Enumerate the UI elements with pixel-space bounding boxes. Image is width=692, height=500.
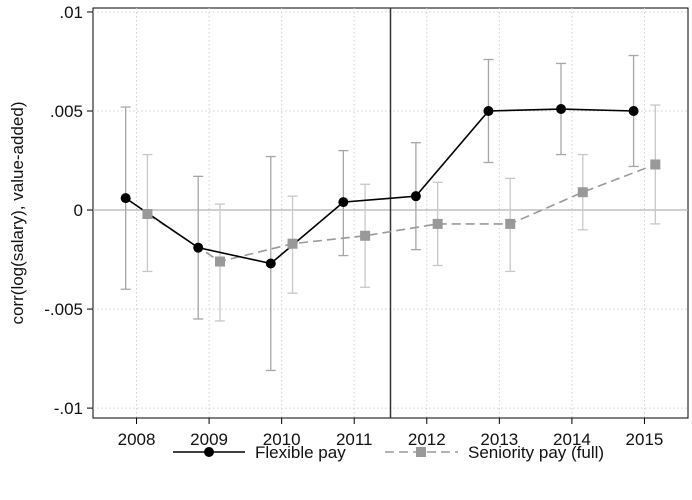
data-point: [338, 197, 349, 208]
data-point: [483, 105, 494, 116]
markers-series-1: [142, 159, 661, 267]
data-point: [556, 104, 567, 115]
data-point: [410, 191, 421, 202]
x-tick-label: 2015: [626, 430, 664, 449]
legend: Flexible pay Seniority pay (full): [173, 443, 604, 462]
x-axis-ticks: 2008 2009 2010 2011 2012 2013 2014 2015: [118, 418, 664, 449]
x-tick-label: 2011: [336, 430, 373, 449]
x-tick-label: 2010: [263, 430, 301, 449]
markers-series-0: [120, 104, 639, 269]
legend-label-seniority: Seniority pay (full): [468, 443, 604, 462]
data-point: [120, 193, 131, 204]
x-tick-label: 2008: [118, 430, 156, 449]
data-point: [287, 238, 298, 249]
y-tick-label: -.005: [44, 300, 83, 319]
data-point: [628, 105, 639, 116]
y-tick-label: .01: [59, 3, 83, 22]
data-point: [505, 218, 516, 229]
y-axis-ticks: .01 .005 0 -.005 -.01: [44, 3, 93, 418]
x-tick-label: 2013: [480, 430, 518, 449]
x-tick-label: 2009: [190, 430, 228, 449]
series-line-0: [125, 108, 634, 265]
y-tick-label: 0: [74, 201, 83, 220]
y-tick-label: -.01: [54, 399, 83, 418]
x-tick-label: 2014: [553, 430, 591, 449]
data-point: [214, 256, 225, 267]
legend-label-flexible: Flexible pay: [255, 443, 346, 462]
legend-marker-seniority: [416, 447, 426, 457]
x-tick-label: 2012: [408, 430, 446, 449]
series-line-1: [146, 163, 656, 263]
data-point: [432, 218, 443, 229]
y-axis-label: corr(log(salary), value-added): [8, 102, 27, 325]
data-point: [265, 258, 276, 269]
data-point: [142, 208, 153, 219]
data-point: [193, 242, 204, 253]
data-point: [650, 159, 661, 170]
y-tick-label: .005: [50, 102, 83, 121]
data-point: [360, 230, 371, 241]
data-point: [577, 187, 588, 198]
legend-marker-flexible: [204, 447, 214, 457]
